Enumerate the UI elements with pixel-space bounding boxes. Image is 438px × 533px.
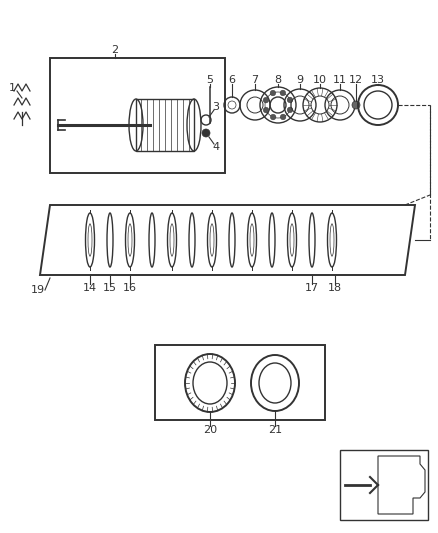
- Text: 3: 3: [212, 102, 219, 112]
- Text: 1: 1: [8, 83, 15, 93]
- Text: 10: 10: [313, 75, 327, 85]
- Text: 14: 14: [83, 283, 97, 293]
- Text: 17: 17: [305, 283, 319, 293]
- Text: 16: 16: [123, 283, 137, 293]
- Circle shape: [287, 97, 293, 103]
- Text: 4: 4: [212, 142, 219, 152]
- Text: 20: 20: [203, 425, 217, 435]
- Circle shape: [280, 90, 286, 96]
- Text: 5: 5: [206, 75, 213, 85]
- Circle shape: [352, 101, 360, 109]
- Circle shape: [280, 114, 286, 120]
- Text: 15: 15: [103, 283, 117, 293]
- Text: 19: 19: [31, 285, 45, 295]
- Text: 13: 13: [371, 75, 385, 85]
- Text: 18: 18: [328, 283, 342, 293]
- Circle shape: [202, 129, 210, 137]
- Circle shape: [270, 90, 276, 96]
- Text: 12: 12: [349, 75, 363, 85]
- Circle shape: [263, 98, 269, 103]
- Text: 9: 9: [297, 75, 304, 85]
- Circle shape: [263, 107, 269, 113]
- Text: 7: 7: [251, 75, 258, 85]
- Text: 6: 6: [229, 75, 236, 85]
- Text: 2: 2: [111, 45, 119, 55]
- Text: 8: 8: [275, 75, 282, 85]
- Text: 11: 11: [333, 75, 347, 85]
- Circle shape: [270, 114, 276, 120]
- Circle shape: [287, 107, 293, 112]
- Text: 21: 21: [268, 425, 282, 435]
